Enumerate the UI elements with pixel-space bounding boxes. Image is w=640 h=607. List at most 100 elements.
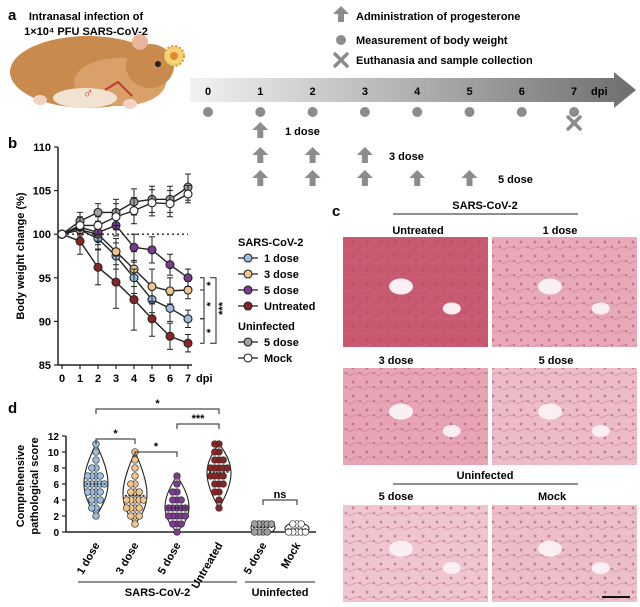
data-point	[169, 496, 177, 504]
pathology-score-chart: 0 2 4 6 8 10 12 Comprehensive pathological score…	[15, 398, 316, 599]
data-point	[147, 245, 157, 255]
legend-up-arrow-icon	[333, 6, 349, 22]
category-group-label: Uninfected	[252, 587, 309, 599]
airway-lumen	[538, 278, 562, 295]
significance-label: *	[205, 301, 217, 306]
euthanasia-cross-icon	[566, 115, 582, 131]
y-tick-label: 110	[33, 142, 51, 154]
histology-label: 1 dose	[543, 225, 578, 237]
data-point	[165, 331, 175, 341]
progesterone-arrow-icon	[252, 170, 269, 186]
histology-texture	[343, 237, 488, 347]
data-point	[181, 512, 190, 520]
data-point	[111, 277, 121, 287]
data-point	[131, 456, 139, 464]
data-point	[206, 464, 215, 472]
histology-label: Untreated	[392, 225, 443, 237]
panel-label-c: c	[332, 203, 340, 220]
data-point	[139, 496, 148, 504]
legend-marker	[243, 353, 253, 363]
y-tick-label: 105	[33, 186, 51, 198]
timeline-day-label: 6	[519, 86, 525, 98]
data-point	[147, 314, 157, 324]
comparison-bracket	[262, 499, 298, 505]
histology-panel: SARS-CoV-2 Uninfected Untreated 1 dose 3 dos…	[343, 200, 637, 602]
data-point	[135, 512, 143, 520]
data-point	[284, 528, 293, 536]
legend-text-measurement: Measurement of body weight	[356, 35, 508, 47]
airway-lumen	[591, 425, 610, 438]
x-unit-label: dpi	[196, 373, 213, 385]
data-point	[165, 260, 175, 270]
y-tick-label: 8	[53, 464, 59, 475]
infection-line1: Intranasal infection of	[29, 11, 144, 23]
data-point	[88, 496, 96, 504]
airway-lumen	[442, 302, 461, 315]
timeline-day-label: 2	[310, 86, 316, 98]
data-point	[173, 528, 181, 536]
legend-label: Untreated	[264, 301, 315, 313]
data-point	[93, 220, 103, 231]
data-point	[75, 220, 85, 231]
airway-lumen	[442, 562, 461, 575]
timeline-day-label: 3	[362, 86, 368, 98]
comparison-label: *	[154, 441, 159, 453]
data-point	[129, 242, 139, 252]
airway-lumen	[538, 540, 562, 557]
data-point	[263, 528, 271, 536]
data-point	[250, 528, 259, 536]
data-point	[92, 456, 100, 464]
progesterone-arrow-icon	[304, 147, 321, 163]
y-axis-label-line2: pathological score	[29, 437, 41, 534]
x-tick-label: 2	[95, 373, 101, 385]
data-point	[147, 198, 157, 208]
data-point	[129, 295, 139, 305]
data-point	[131, 472, 139, 480]
data-point	[211, 480, 219, 488]
data-point	[96, 496, 104, 504]
histology-label: Mock	[538, 491, 567, 503]
significance-bracket	[200, 318, 205, 344]
histology-texture	[343, 368, 488, 465]
panel-label-a: a	[8, 7, 17, 24]
legend-label: Mock	[264, 353, 293, 365]
progesterone-arrow-icon	[252, 147, 269, 163]
data-point	[177, 496, 185, 504]
airway-lumen	[591, 302, 610, 315]
x-category-label: 5 dose	[156, 541, 184, 577]
data-point	[92, 448, 100, 456]
data-point	[173, 472, 181, 480]
timeline-day-label: 1	[257, 86, 263, 98]
data-point	[57, 229, 67, 239]
y-tick-label: 2	[53, 512, 59, 523]
x-tick-label: 4	[131, 373, 138, 385]
data-point	[219, 456, 227, 464]
weight-measurement-dot	[307, 107, 318, 117]
data-point	[75, 236, 85, 246]
legend-label: 1 dose	[264, 253, 299, 265]
data-point	[183, 314, 193, 324]
comparison-label: *	[155, 398, 160, 410]
progesterone-arrow-icon	[252, 122, 269, 138]
data-point	[129, 206, 139, 216]
legend-group-title: SARS-CoV-2	[238, 237, 303, 249]
legend-label: 5 dose	[264, 285, 299, 297]
dose-group-label: 3 dose	[389, 151, 424, 163]
data-point	[127, 512, 135, 520]
comparison-label: *	[113, 428, 118, 440]
airway-lumen	[442, 425, 461, 438]
y-tick-label: 0	[53, 528, 59, 539]
significance-bracket	[200, 289, 205, 320]
x-category-label: 1 dose	[75, 541, 103, 577]
data-point	[88, 504, 96, 512]
group-header-sars-cov-2: SARS-CoV-2	[452, 200, 517, 212]
y-tick-label: 95	[39, 273, 51, 285]
significance-label: *	[205, 328, 217, 333]
x-tick-label: 0	[59, 373, 65, 385]
legend-cross-icon	[333, 52, 349, 68]
data-point	[297, 520, 305, 528]
weight-measurement-dot	[412, 107, 423, 117]
x-tick-label: 7	[185, 373, 191, 385]
histology-label: 3 dose	[379, 355, 414, 367]
